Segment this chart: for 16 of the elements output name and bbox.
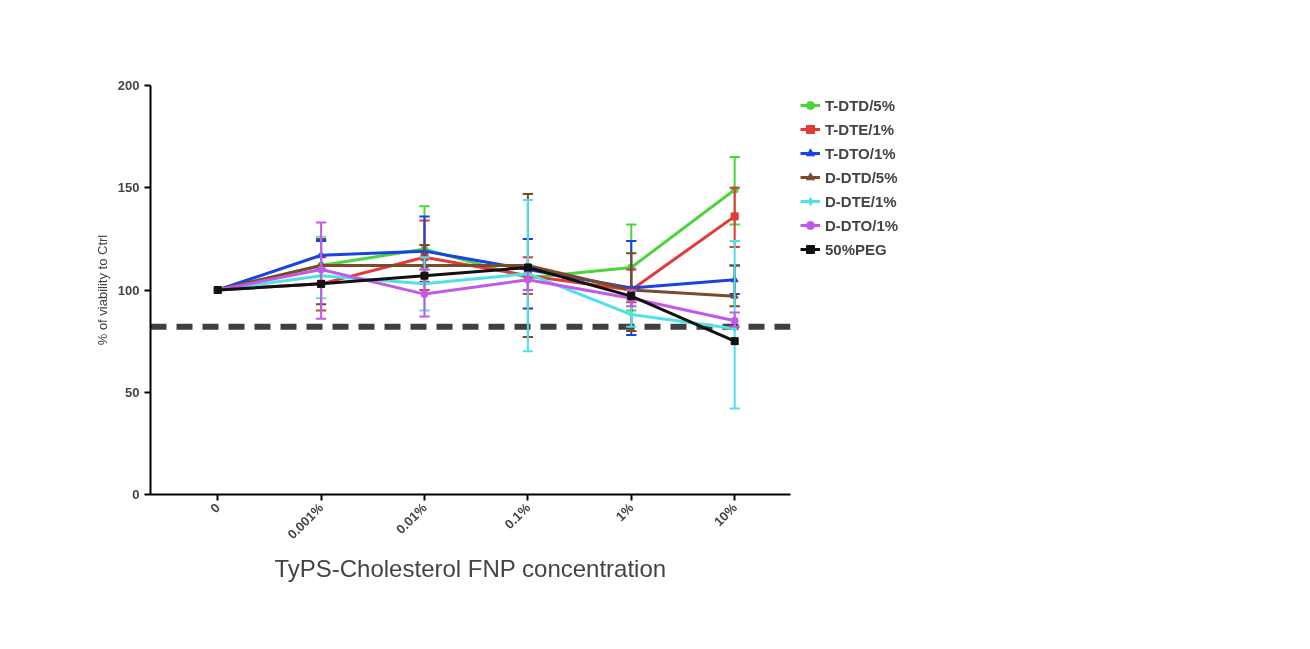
legend-label: D-DTE/1% bbox=[825, 192, 897, 210]
legend-label: D-DTD/5% bbox=[825, 168, 898, 186]
y-axis-title: % of viability to Ctrl bbox=[94, 234, 110, 346]
x-tick-label: 1% bbox=[612, 499, 637, 525]
y-tick-label: 150 bbox=[117, 180, 140, 196]
x-axis-title: TyPS-Cholesterol FNP concentration bbox=[274, 555, 667, 583]
legend-label: T-DTD/5% bbox=[825, 96, 896, 114]
legend-label: D-DTO/1% bbox=[825, 216, 899, 234]
legend-label: T-DTO/1% bbox=[825, 144, 896, 162]
y-tick-label: 0 bbox=[132, 487, 140, 502]
y-tick-label: 50 bbox=[125, 384, 140, 400]
y-tick-label: 100 bbox=[117, 282, 140, 298]
legend-label: 50%PEG bbox=[825, 240, 887, 258]
legend-label: T-DTE/1% bbox=[825, 120, 895, 138]
y-tick-label: 200 bbox=[117, 78, 140, 93]
x-tick-label: 0 bbox=[207, 500, 224, 516]
